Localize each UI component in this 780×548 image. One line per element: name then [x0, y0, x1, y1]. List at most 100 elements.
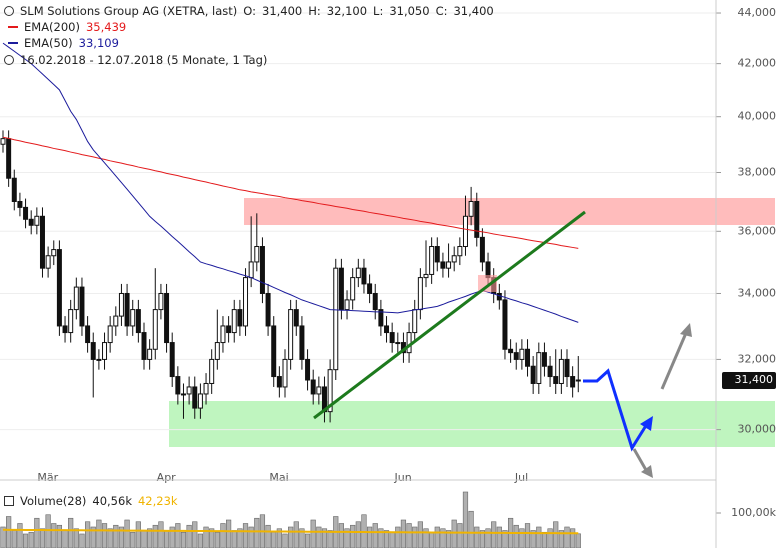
volume-bar	[276, 528, 282, 548]
candle-body	[564, 358, 570, 378]
volume-bar	[451, 519, 457, 548]
period-row: 16.02.2018 - 12.07.2018 (5 Monate, 1 Tag…	[0, 53, 267, 67]
candle-body	[209, 358, 215, 384]
candle-body	[479, 236, 485, 263]
candle-body	[113, 315, 119, 327]
volume-bar	[304, 533, 311, 548]
candle-body	[372, 292, 378, 311]
volume-bar	[299, 528, 305, 548]
candle-body	[6, 138, 12, 179]
volume-bar	[197, 533, 204, 548]
volume-bar	[502, 530, 508, 548]
candle-body	[124, 292, 130, 327]
volume-bar	[118, 526, 125, 548]
candle-body	[395, 342, 401, 345]
legend-swatch	[8, 42, 18, 44]
candle-body	[513, 352, 519, 360]
forecast-arrowhead	[640, 416, 653, 431]
candle-body	[130, 309, 136, 327]
volume-bar	[209, 528, 215, 548]
volume-bar	[558, 530, 564, 548]
candle-body	[282, 358, 288, 388]
candle-body	[85, 325, 91, 344]
volume-bar	[524, 523, 531, 548]
candle-body	[496, 292, 502, 301]
candle-body	[214, 342, 220, 360]
candle-body	[541, 352, 547, 367]
candle-body	[575, 379, 581, 382]
quote-value: 31,400	[262, 4, 303, 18]
volume-bar	[344, 528, 350, 548]
candle-body	[384, 325, 390, 334]
volume-bar	[214, 531, 220, 548]
volume-bar	[17, 523, 23, 548]
info-icon	[4, 6, 14, 16]
volume-bar	[107, 528, 113, 548]
candle-body	[293, 309, 299, 327]
candle-body	[175, 376, 181, 395]
volume-bar	[389, 531, 395, 548]
candle-body	[0, 138, 6, 145]
volume-bar	[124, 519, 130, 548]
volume-bar	[541, 531, 548, 548]
candle-body	[474, 200, 480, 238]
marks: 31,400	[0, 42, 776, 548]
candle-body	[39, 215, 45, 269]
volume-bar	[163, 530, 170, 548]
candle-body	[23, 206, 29, 220]
x-tick-label: Mär	[37, 471, 58, 484]
quote: O: 31,400 H: 32,100 L: 31,050 C: 31,400	[243, 4, 493, 18]
y-tick-label: 44,000	[738, 6, 777, 19]
quote-value: 31,400	[453, 4, 494, 18]
volume-bar	[372, 523, 378, 548]
candle-body	[468, 200, 474, 217]
volume-bar	[203, 526, 209, 548]
volume-bar	[192, 521, 198, 548]
volume-bar	[85, 521, 91, 548]
volume-bar	[496, 526, 502, 548]
candle-body	[34, 215, 40, 226]
volume-bar	[73, 528, 79, 548]
grid: 30,000 32,000 34,000 36,000 38,000 40,000 42,0…	[0, 6, 777, 519]
volume-bar	[152, 524, 158, 548]
legend-value: 33,109	[78, 36, 119, 50]
volume-bar	[22, 533, 29, 548]
volume-bar	[237, 528, 243, 548]
scenario-up	[660, 332, 688, 390]
candle-body	[429, 246, 435, 275]
volume-bar	[158, 521, 164, 548]
volume-bar	[445, 530, 452, 548]
volume-bar	[417, 521, 423, 548]
candle-body	[147, 348, 153, 360]
y-tick-label: 34,000	[738, 286, 777, 299]
candle-body	[271, 325, 277, 378]
candle-body	[338, 267, 344, 311]
volume-bar	[400, 519, 407, 548]
candle-body	[361, 267, 367, 285]
candle-body	[519, 348, 525, 360]
volume-bar	[440, 528, 446, 548]
candle-body	[305, 358, 311, 381]
candle-body	[62, 325, 68, 334]
volume-average-line	[2, 528, 579, 535]
x-tick-label: Apr	[157, 471, 177, 484]
clock-icon	[4, 55, 14, 65]
candle-body	[73, 286, 79, 311]
volume-bar	[366, 526, 373, 548]
volume-bar	[130, 531, 136, 548]
volume-bar	[479, 530, 486, 548]
scenario-down	[632, 448, 648, 471]
candle-body	[276, 376, 282, 388]
volume-bar	[350, 524, 356, 548]
candle-body	[547, 365, 553, 378]
volume-icon	[4, 496, 14, 506]
x-tick-label: Mai	[269, 471, 288, 484]
candle-body	[180, 393, 186, 396]
candle-body	[11, 177, 17, 202]
candle-body	[152, 309, 158, 350]
trend-line	[313, 210, 586, 420]
volume-bar	[68, 517, 74, 548]
legend-entry: EMA(50) 33,109	[0, 36, 119, 50]
volume-bar	[316, 526, 322, 548]
y-tick-label: 100,00k	[731, 506, 776, 519]
